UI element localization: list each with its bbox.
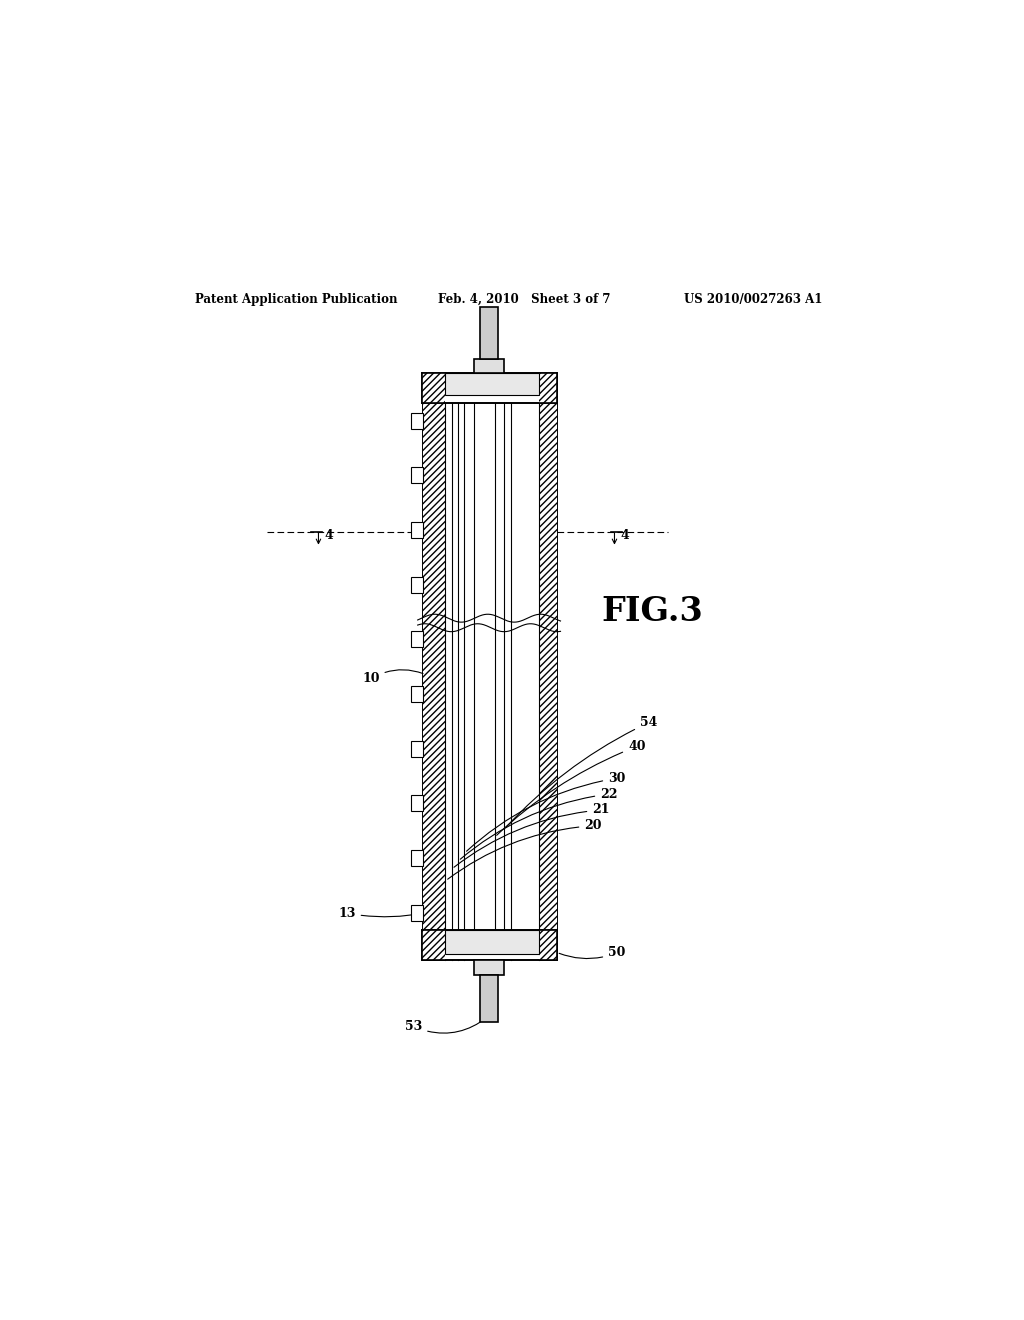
Bar xyxy=(411,850,423,866)
Text: 40: 40 xyxy=(497,741,645,836)
Bar xyxy=(411,741,423,756)
Bar xyxy=(422,931,445,960)
Bar xyxy=(411,413,423,429)
Bar xyxy=(411,577,423,593)
Bar xyxy=(411,796,423,812)
Text: 20: 20 xyxy=(447,820,602,879)
Text: US 2010/0027263 A1: US 2010/0027263 A1 xyxy=(684,293,822,306)
Bar xyxy=(422,931,557,960)
Bar xyxy=(411,904,423,920)
Bar xyxy=(422,374,445,960)
Text: 30: 30 xyxy=(467,772,626,851)
Bar xyxy=(539,931,557,960)
Bar xyxy=(411,631,423,647)
Text: 10: 10 xyxy=(362,669,423,685)
Text: 13: 13 xyxy=(338,907,423,920)
Text: Feb. 4, 2010   Sheet 3 of 7: Feb. 4, 2010 Sheet 3 of 7 xyxy=(437,293,610,306)
Text: 54: 54 xyxy=(506,717,657,828)
Text: 50: 50 xyxy=(559,946,626,960)
Bar xyxy=(480,308,498,359)
Bar xyxy=(539,374,557,403)
Bar xyxy=(422,374,557,403)
Bar xyxy=(411,467,423,483)
Bar xyxy=(445,931,539,954)
Text: FIG.3: FIG.3 xyxy=(601,594,702,627)
Bar xyxy=(411,686,423,702)
Text: 4: 4 xyxy=(325,529,334,543)
Bar xyxy=(445,374,539,395)
Bar xyxy=(474,359,504,374)
Text: 53: 53 xyxy=(404,1018,486,1034)
Bar xyxy=(480,974,498,1022)
Bar xyxy=(411,521,423,537)
Bar xyxy=(422,374,445,403)
Text: Patent Application Publication: Patent Application Publication xyxy=(196,293,398,306)
Bar xyxy=(474,960,504,974)
Text: 21: 21 xyxy=(454,804,609,867)
Text: 22: 22 xyxy=(460,788,617,859)
Bar xyxy=(539,374,557,960)
Text: 4: 4 xyxy=(621,529,630,543)
